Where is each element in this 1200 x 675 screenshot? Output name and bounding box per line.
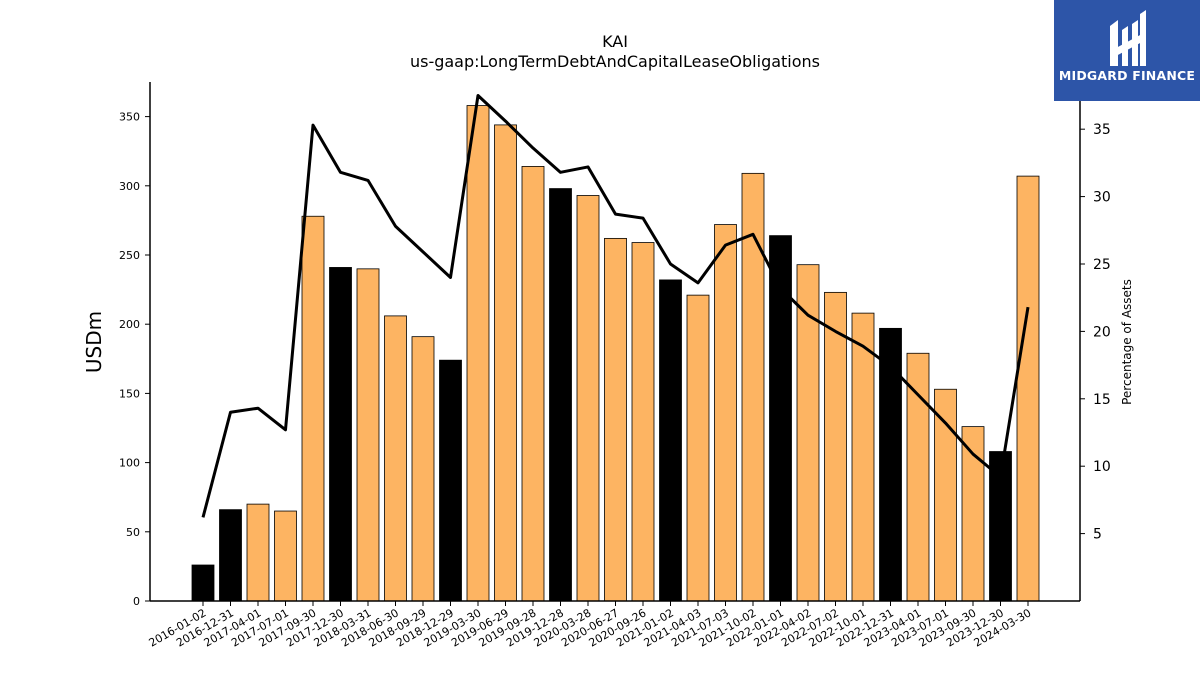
- bar-2020-06-27: [604, 237, 627, 602]
- bar-2018-09-29: [411, 336, 435, 602]
- y2-tick-label: 20: [1093, 324, 1111, 340]
- y2-tick-label: 10: [1093, 459, 1111, 475]
- y2-axis-label: Percentage of Assets: [1120, 279, 1134, 405]
- bar-2022-10-01: [851, 312, 875, 602]
- y-tick-label: 300: [119, 180, 140, 193]
- bar-2023-04-01: [906, 352, 930, 602]
- bar-2022-07-02: [824, 291, 847, 602]
- bar-2019-09-28: [521, 166, 545, 602]
- y2-tick-label: 5: [1093, 527, 1102, 543]
- bar-2017-04-01: [246, 503, 270, 602]
- percentage-line: [201, 93, 1030, 518]
- y-tick-label: 200: [119, 318, 140, 331]
- bar-2017-12-30: [329, 267, 352, 602]
- bar-2017-09-30: [301, 215, 325, 602]
- midgard-finance-logo: MIDGARD FINANCE: [1054, 0, 1200, 101]
- bar-2019-03-30: [466, 105, 490, 602]
- bar-2016-01-02: [191, 564, 215, 602]
- y2-tick-label: 35: [1093, 122, 1111, 138]
- y-tick-label: 100: [119, 457, 140, 470]
- bar-2020-03-28: [576, 195, 600, 602]
- bar-2021-01-02: [659, 279, 682, 602]
- chart-subtitle: us-gaap:LongTermDebtAndCapitalLeaseOblig…: [409, 52, 821, 71]
- y-tick-label: 250: [119, 249, 140, 262]
- bar-2018-06-30: [384, 315, 407, 602]
- bar-2021-04-03: [686, 294, 710, 602]
- bar-2019-12-28: [549, 188, 572, 602]
- y-tick-label: 0: [133, 595, 140, 608]
- logo-text: MIDGARD FINANCE: [1058, 68, 1196, 83]
- bar-2020-09-26: [631, 242, 655, 602]
- bar-2021-07-03: [714, 224, 737, 602]
- bar-2016-12-31: [219, 509, 242, 602]
- bar-2018-12-29: [439, 359, 462, 602]
- bar-2024-03-30: [1016, 175, 1040, 602]
- chart-title: KAI: [602, 32, 628, 51]
- bar-2017-07-01: [274, 510, 297, 602]
- bar-2022-12-31: [879, 327, 902, 602]
- bar-2019-06-29: [494, 124, 517, 602]
- y2-tick-label: 15: [1093, 392, 1111, 408]
- y-tick-label: 50: [126, 526, 140, 539]
- percentage-line-series: [201, 93, 1030, 518]
- y2-tick-label: 25: [1093, 257, 1111, 273]
- y2-tick-label: 30: [1093, 190, 1111, 206]
- midgard-logo-icon: [1110, 10, 1146, 66]
- y-tick-label: 350: [119, 111, 140, 124]
- bar-2022-01-01: [769, 235, 792, 602]
- bar-series: [191, 105, 1040, 602]
- bar-2018-03-31: [356, 268, 380, 602]
- y-tick-label: 150: [119, 387, 140, 400]
- y-axis-label: USDm: [82, 310, 106, 374]
